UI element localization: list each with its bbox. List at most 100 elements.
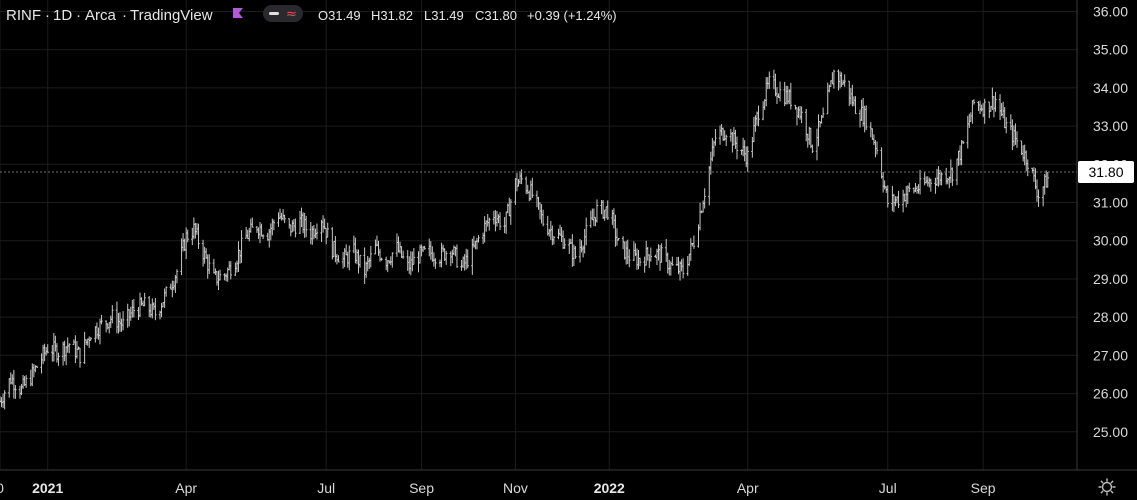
ohlc-bar	[380, 257, 383, 261]
ohlc-bar	[778, 81, 782, 102]
ohlc-bar	[692, 235, 696, 249]
ohlc-bar	[703, 188, 706, 209]
ohlc-bar	[541, 209, 545, 227]
y-tick-label: 29.00	[1093, 271, 1128, 287]
ohlc-bar	[57, 352, 60, 366]
ohlc-bar	[854, 96, 857, 115]
ohlc-bar	[358, 254, 362, 268]
ohlc-bar	[326, 222, 329, 238]
ohlc-bar	[972, 99, 976, 105]
ohlc-bar	[68, 343, 71, 354]
ohlc-bar	[595, 199, 599, 223]
flag-icon[interactable]	[233, 8, 243, 18]
ohlc-bar	[617, 238, 620, 241]
ohlc-bar	[304, 215, 308, 238]
ohlc-bar	[229, 261, 232, 280]
ohlc-bar	[725, 134, 728, 147]
ohlc-bar	[434, 258, 437, 269]
price-bars	[0, 69, 1049, 410]
ohlc-change: +0.39 (+1.24%)	[527, 8, 617, 23]
wave-icon: ≈	[286, 7, 297, 22]
separator-dot: ·	[45, 7, 50, 24]
ohlc-bar	[714, 129, 717, 146]
ohlc-bar	[768, 71, 771, 89]
price-tag-box	[1078, 160, 1134, 183]
exchange-label: Arca	[85, 7, 117, 24]
interval-label[interactable]: 1D	[53, 7, 72, 24]
ohlc-bar	[337, 255, 340, 263]
ohlc-bar	[143, 292, 146, 307]
toggle-icon[interactable]: ≈	[263, 5, 303, 22]
y-tick-label: 33.00	[1093, 118, 1128, 134]
ohlc-bar	[940, 172, 943, 186]
ohlc-bar	[272, 219, 276, 231]
ohlc-bar	[251, 217, 254, 228]
ohlc-bar	[638, 257, 642, 267]
ohlc-bar	[843, 74, 846, 87]
ohlc-bar	[1015, 131, 1019, 148]
separator-dot: ·	[76, 7, 81, 24]
y-tick-label: 26.00	[1093, 386, 1128, 402]
x-tick-label: 2021	[32, 480, 63, 496]
ohlc-bar	[961, 140, 965, 145]
symbol-label[interactable]: RINF	[6, 7, 41, 24]
ohlc-bar	[186, 229, 189, 243]
ohlc-bar	[477, 235, 480, 243]
ohlc-bar	[552, 235, 556, 245]
ohlc-bar	[488, 217, 491, 231]
ohlc-bar	[606, 200, 609, 220]
ohlc-bar	[24, 375, 28, 388]
ohlc-bar	[994, 92, 997, 112]
ohlc-bar	[1005, 117, 1008, 134]
y-tick-label: 30.00	[1093, 233, 1128, 249]
y-tick-label: 28.00	[1093, 309, 1128, 325]
ohlc-bar	[649, 247, 653, 262]
x-tick-label: Sep	[409, 480, 434, 496]
ohlc-bar	[208, 254, 211, 275]
ohlc-bar	[735, 136, 739, 160]
ohlc-bar	[628, 249, 631, 268]
ohlc-bar	[800, 106, 803, 124]
ohlc-bar	[832, 69, 836, 89]
ohlc-bar	[918, 169, 922, 195]
x-tick-label: Nov	[503, 480, 528, 496]
ohlc-low: L31.49	[424, 8, 464, 23]
ohlc-bar	[563, 238, 566, 249]
gear-icon[interactable]	[1098, 478, 1116, 496]
ohlc-bar	[865, 105, 868, 130]
ohlc-bar	[1026, 159, 1029, 177]
x-tick-label: 0	[0, 480, 4, 496]
price-tag-label: 31.80	[1088, 164, 1123, 180]
ohlc-bar	[671, 256, 674, 266]
ohlc-bar	[240, 230, 243, 263]
x-tick-label: Apr	[737, 480, 759, 496]
y-tick-label: 34.00	[1093, 80, 1128, 96]
ohlc-bar	[35, 365, 39, 368]
ohlc-bar	[746, 146, 749, 172]
ohlc-bar	[391, 252, 394, 268]
ohlc-bar	[531, 177, 534, 198]
ohlc-bar	[466, 249, 469, 269]
ohlc-bar	[1037, 189, 1040, 207]
ohlc-bar	[423, 245, 426, 250]
x-tick-label: 2022	[594, 480, 625, 496]
y-tick-label: 27.00	[1093, 347, 1128, 363]
ohlc-bar	[681, 258, 685, 279]
ohlc-bar	[897, 190, 900, 209]
ohlc-bar	[455, 244, 459, 268]
ohlc-bar	[875, 141, 879, 155]
ohlc-bar	[444, 250, 448, 265]
price-tag: 31.80	[1078, 160, 1134, 183]
ohlc-bar	[3, 390, 6, 410]
x-tick-label: Jul	[879, 480, 897, 496]
y-tick-label: 25.00	[1093, 424, 1128, 440]
separator-dot: ·	[122, 7, 127, 24]
x-tick-label: Apr	[175, 480, 197, 496]
ohlc-bar	[1046, 172, 1049, 188]
ohlc-bar	[811, 144, 814, 154]
time-axis[interactable]: 0 2021 Apr Jul Sep Nov 2022 Apr Jul Sep	[0, 480, 996, 496]
source-label: TradingView	[130, 7, 213, 24]
ohlc-bar	[283, 214, 286, 224]
